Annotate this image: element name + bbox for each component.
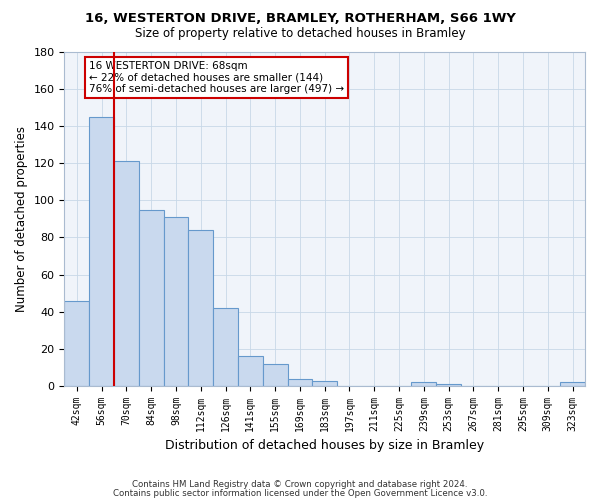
Text: Contains public sector information licensed under the Open Government Licence v3: Contains public sector information licen… <box>113 488 487 498</box>
Text: Contains HM Land Registry data © Crown copyright and database right 2024.: Contains HM Land Registry data © Crown c… <box>132 480 468 489</box>
Bar <box>114 161 139 386</box>
Bar <box>313 380 337 386</box>
Y-axis label: Number of detached properties: Number of detached properties <box>15 126 28 312</box>
Text: Size of property relative to detached houses in Bramley: Size of property relative to detached ho… <box>134 28 466 40</box>
Bar <box>412 382 436 386</box>
Bar <box>188 230 213 386</box>
X-axis label: Distribution of detached houses by size in Bramley: Distribution of detached houses by size … <box>165 440 484 452</box>
Bar <box>436 384 461 386</box>
Bar <box>89 116 114 386</box>
Bar <box>238 356 263 386</box>
Text: 16, WESTERTON DRIVE, BRAMLEY, ROTHERHAM, S66 1WY: 16, WESTERTON DRIVE, BRAMLEY, ROTHERHAM,… <box>85 12 515 26</box>
Bar <box>263 364 287 386</box>
Bar <box>287 379 313 386</box>
Bar <box>213 308 238 386</box>
Bar <box>139 210 164 386</box>
Bar <box>560 382 585 386</box>
Bar <box>164 217 188 386</box>
Bar <box>64 300 89 386</box>
Text: 16 WESTERTON DRIVE: 68sqm
← 22% of detached houses are smaller (144)
76% of semi: 16 WESTERTON DRIVE: 68sqm ← 22% of detac… <box>89 61 344 94</box>
